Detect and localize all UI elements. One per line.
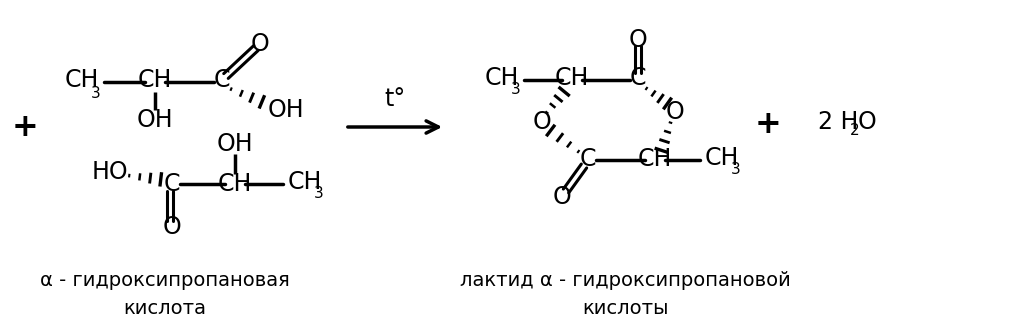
- Text: CH: CH: [218, 172, 252, 196]
- Text: O: O: [251, 32, 269, 56]
- Text: +: +: [11, 112, 38, 142]
- Text: C: C: [214, 68, 230, 92]
- Text: CH: CH: [484, 66, 519, 90]
- Text: 3: 3: [91, 86, 101, 101]
- Text: CH: CH: [705, 146, 739, 170]
- Text: HO: HO: [92, 160, 128, 184]
- Text: O: O: [163, 215, 181, 239]
- Text: CH: CH: [638, 147, 672, 171]
- Text: 2 H: 2 H: [818, 110, 858, 134]
- Text: 2: 2: [850, 123, 859, 137]
- Text: 3: 3: [511, 81, 521, 97]
- Text: лактид α - гидроксипропановой: лактид α - гидроксипропановой: [460, 271, 791, 290]
- Text: C: C: [630, 66, 646, 90]
- Text: кислоты: кислоты: [582, 298, 669, 317]
- Text: 3: 3: [314, 186, 324, 201]
- Text: CH: CH: [288, 170, 323, 194]
- Text: C: C: [164, 172, 180, 196]
- Text: CH: CH: [138, 68, 172, 92]
- Text: O: O: [553, 185, 571, 209]
- Text: t°: t°: [384, 87, 406, 111]
- Text: O: O: [858, 110, 877, 134]
- Text: α - гидроксипропановая: α - гидроксипропановая: [40, 271, 290, 290]
- Text: кислота: кислота: [124, 298, 207, 317]
- Text: CH: CH: [65, 68, 99, 92]
- Text: C: C: [580, 147, 596, 171]
- Text: +: +: [755, 109, 781, 139]
- Text: OH: OH: [267, 98, 304, 122]
- Text: O: O: [666, 100, 684, 124]
- Text: OH: OH: [136, 108, 173, 132]
- Text: O: O: [629, 28, 647, 52]
- Text: 3: 3: [731, 161, 741, 177]
- Text: O: O: [532, 110, 551, 134]
- Text: OH: OH: [217, 132, 253, 156]
- Text: CH: CH: [555, 66, 589, 90]
